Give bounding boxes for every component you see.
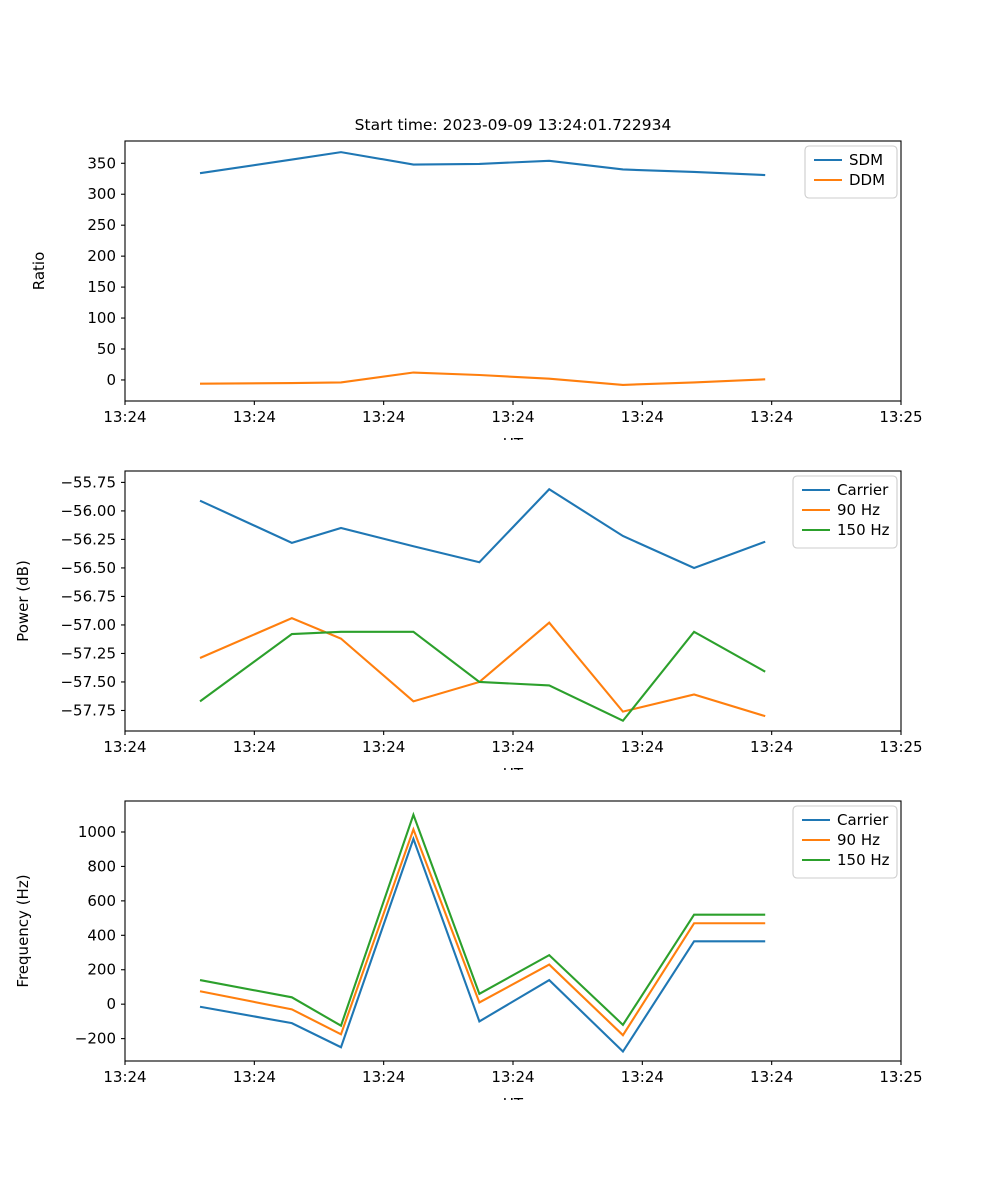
y-tick-label: 0 (106, 995, 116, 1013)
series-line-90-hz (199, 826, 766, 1037)
series-line-carrier (199, 487, 766, 570)
x-tick-label: 13:24 (621, 408, 664, 426)
x-tick-label: 13:24 (103, 408, 146, 426)
legend-label-90-hz: 90 Hz (837, 501, 880, 519)
x-tick-label: 13:24 (750, 738, 793, 756)
y-tick-label: 100 (87, 309, 116, 327)
legend-label-ddm: DDM (849, 171, 885, 189)
series-line-ddm (200, 371, 766, 386)
x-tick-label: 13:25 (879, 1068, 922, 1086)
x-tick-label: 13:25 (879, 408, 922, 426)
y-tick-label: −56.50 (60, 559, 116, 577)
y-tick-label: −57.00 (60, 616, 116, 634)
y-tick-label: 150 (87, 278, 116, 296)
plot-area-power-db: 13:24 13:24 13:24 13:24 13:24 13:24 13:25 −55.7… (14, 470, 923, 770)
legend-label-sdm: SDM (849, 151, 883, 169)
y-tick-label: 350 (87, 154, 116, 172)
y-axis-label: Frequency (Hz) (14, 874, 32, 987)
legend-label-150-hz: 150 Hz (837, 521, 890, 539)
y-tick-label: 300 (87, 185, 116, 203)
data-lines-group (199, 151, 766, 386)
y-tick-label: 1000 (78, 823, 116, 841)
x-tick-label: 13:24 (103, 738, 146, 756)
series-line-sdm (199, 151, 766, 177)
y-tick-label: −56.00 (60, 502, 116, 520)
y-tick-label: −57.25 (60, 644, 116, 662)
y-tick-label: 800 (87, 857, 116, 875)
legend-label-carrier: Carrier (837, 481, 889, 499)
x-tick-label: 13:24 (491, 738, 534, 756)
y-tick-label: −200 (75, 1030, 116, 1048)
legend-label-carrier: Carrier (837, 811, 889, 829)
x-tick-label: 13:25 (879, 738, 922, 756)
y-tick-label: 400 (87, 926, 116, 944)
legend-label-90-hz: 90 Hz (837, 831, 880, 849)
y-tick-label: −55.75 (60, 473, 116, 491)
x-tick-label: 13:24 (621, 1068, 664, 1086)
x-tick-label: 13:24 (362, 408, 405, 426)
y-axis-label: Power (dB) (14, 560, 32, 642)
panel-power: 13:24 13:24 13:24 13:24 13:24 13:24 13:25 −55.7… (0, 440, 1000, 770)
y-tick-label: 250 (87, 216, 116, 234)
axes-frame (124, 470, 902, 732)
y-tick-label: 0 (106, 371, 116, 389)
plot-area-ratio: 13:24 13:24 13:24 13:24 13:24 13:24 13:25 0 50 10… (30, 116, 923, 440)
legend-label-150-hz: 150 Hz (837, 851, 890, 869)
y-tick-label: 200 (87, 961, 116, 979)
x-tick-label: 13:24 (362, 1068, 405, 1086)
panel-ratio: 13:24 13:24 13:24 13:24 13:24 13:24 13:25 0 50 10… (0, 110, 1000, 440)
x-tick-label: 13:24 (621, 738, 664, 756)
x-axis-label: UT (503, 435, 524, 440)
x-tick-label: 13:24 (233, 1068, 276, 1086)
y-axis-label: Ratio (30, 252, 48, 291)
x-tick-label: 13:24 (362, 738, 405, 756)
series-line-150-hz (199, 811, 766, 1028)
x-tick-label: 13:24 (103, 1068, 146, 1086)
y-tick-label: −57.75 (60, 701, 116, 719)
y-tick-label: −56.25 (60, 530, 116, 548)
axes-frame (124, 140, 902, 402)
x-tick-label: 13:24 (491, 1068, 534, 1086)
x-tick-label: 13:24 (491, 408, 534, 426)
x-tick-label: 13:24 (750, 408, 793, 426)
y-tick-label: 50 (97, 340, 116, 358)
y-tick-label: −56.75 (60, 587, 116, 605)
x-tick-label: 13:24 (233, 408, 276, 426)
y-tick-label: 600 (87, 892, 116, 910)
plot-area-frequency-hz: 13:24 13:24 13:24 13:24 13:24 13:24 13:25 −200 0… (14, 800, 923, 1100)
y-tick-label: 200 (87, 247, 116, 265)
chart-title: Start time: 2023-09-09 13:24:01.722934 (355, 116, 672, 134)
data-lines-group (199, 487, 766, 723)
panel-frequency: 13:24 13:24 13:24 13:24 13:24 13:24 13:25 −200 0… (0, 770, 1000, 1100)
x-tick-label: 13:24 (233, 738, 276, 756)
y-tick-label: −57.50 (60, 673, 116, 691)
series-line-90-hz (199, 616, 766, 718)
x-axis-label: UT (503, 1095, 524, 1100)
data-lines-group (199, 811, 766, 1054)
axes-frame (124, 800, 902, 1062)
series-line-carrier (199, 835, 766, 1054)
x-axis-label: UT (503, 765, 524, 770)
series-line-150-hz (199, 630, 766, 723)
x-tick-label: 13:24 (750, 1068, 793, 1086)
